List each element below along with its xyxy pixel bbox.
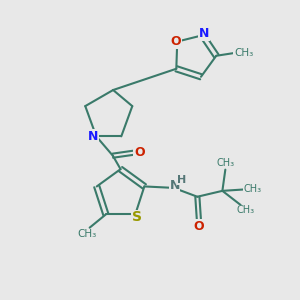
Text: N: N [199, 27, 209, 40]
Text: H: H [177, 175, 187, 185]
Text: CH₃: CH₃ [234, 48, 253, 58]
Text: CH₃: CH₃ [77, 229, 96, 239]
Text: CH₃: CH₃ [216, 158, 234, 168]
Text: N: N [88, 130, 98, 143]
Text: O: O [194, 220, 204, 233]
Text: CH₃: CH₃ [243, 184, 262, 194]
Text: O: O [170, 35, 181, 48]
Text: N: N [169, 179, 180, 192]
Text: S: S [132, 210, 142, 224]
Text: O: O [134, 146, 145, 159]
Text: CH₃: CH₃ [236, 205, 254, 215]
